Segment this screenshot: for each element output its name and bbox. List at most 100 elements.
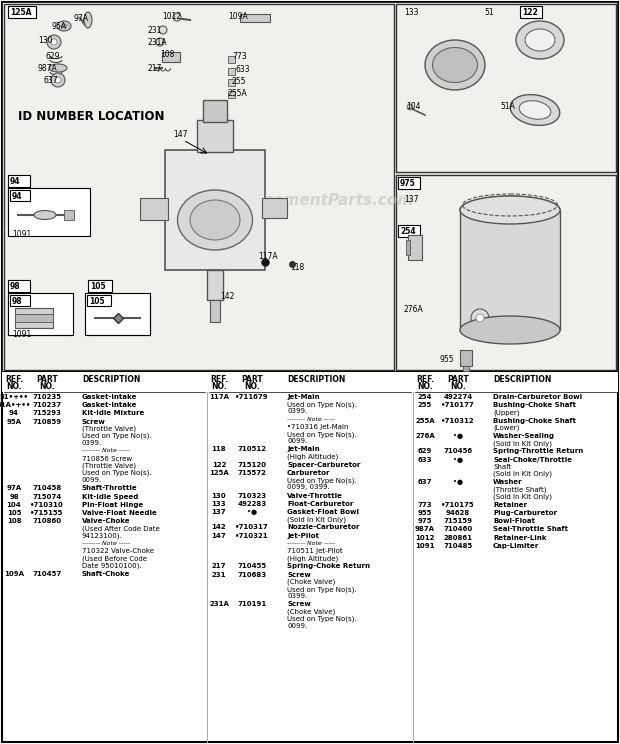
Text: 51A•+••: 51A•+•• <box>0 403 31 408</box>
Text: Valve-Throttle: Valve-Throttle <box>287 493 343 498</box>
Text: •710175: •710175 <box>441 501 475 508</box>
Text: 147: 147 <box>173 130 187 139</box>
Text: (Sold In Kit Only): (Sold In Kit Only) <box>493 493 552 500</box>
Text: Drain-Carburetor Bowl: Drain-Carburetor Bowl <box>493 394 582 400</box>
Text: NO.: NO. <box>450 382 466 391</box>
Bar <box>240 14 270 22</box>
Text: 633: 633 <box>236 65 250 74</box>
Bar <box>406 240 410 255</box>
Text: Retainer: Retainer <box>493 501 527 508</box>
Text: 51: 51 <box>484 8 494 17</box>
Text: Jet-Pilot: Jet-Pilot <box>287 533 319 539</box>
Text: Gasket-Float Bowl: Gasket-Float Bowl <box>287 509 359 515</box>
Ellipse shape <box>516 21 564 59</box>
Text: REF.: REF. <box>5 375 23 384</box>
Text: Valve-Choke: Valve-Choke <box>82 519 131 525</box>
Ellipse shape <box>425 40 485 90</box>
Text: NO.: NO. <box>6 382 22 391</box>
Text: •715155: •715155 <box>30 510 64 516</box>
Text: 710322 Valve-Choke: 710322 Valve-Choke <box>82 548 154 554</box>
Text: 133: 133 <box>404 8 418 17</box>
Text: DESCRIPTION: DESCRIPTION <box>493 375 551 384</box>
Text: Float-Carburetor: Float-Carburetor <box>287 501 353 507</box>
Text: Washer: Washer <box>493 479 523 485</box>
Text: 231: 231 <box>148 26 162 35</box>
Bar <box>408 235 422 260</box>
Text: 710511 Jet-Pilot: 710511 Jet-Pilot <box>287 548 343 554</box>
Text: 108: 108 <box>7 519 21 525</box>
Bar <box>8 280 30 292</box>
Text: •710312: •710312 <box>441 417 475 423</box>
Text: 255A: 255A <box>228 89 248 98</box>
Ellipse shape <box>177 190 252 250</box>
Text: 710856 Screw: 710856 Screw <box>82 455 132 461</box>
Text: Used on Type No(s).: Used on Type No(s). <box>287 616 356 622</box>
Text: Nozzle-Carburetor: Nozzle-Carburetor <box>287 525 360 530</box>
Text: 492274: 492274 <box>443 394 472 400</box>
Text: 122: 122 <box>212 462 226 468</box>
Bar <box>8 6 36 18</box>
Bar <box>228 91 235 98</box>
Text: 254: 254 <box>418 394 432 400</box>
Text: 710456: 710456 <box>443 449 472 455</box>
Text: 51A: 51A <box>500 102 515 111</box>
Text: 109A: 109A <box>228 12 248 21</box>
Circle shape <box>159 26 167 34</box>
Text: (Throttle Valve): (Throttle Valve) <box>82 426 136 432</box>
Text: Kit-Idle Speed: Kit-Idle Speed <box>82 493 138 500</box>
Text: eReplacementParts.com: eReplacementParts.com <box>206 193 414 208</box>
Text: •710310: •710310 <box>30 501 64 508</box>
Text: 975: 975 <box>400 179 416 188</box>
Text: 710859: 710859 <box>32 419 61 425</box>
Text: 0399.: 0399. <box>287 593 308 599</box>
Text: Seal-Choke/Throttle: Seal-Choke/Throttle <box>493 457 572 463</box>
Text: Used on Type No(s).: Used on Type No(s). <box>287 431 356 437</box>
Text: 254: 254 <box>400 227 415 236</box>
Text: Jet-Main: Jet-Main <box>287 394 320 400</box>
Text: •710177: •710177 <box>441 403 475 408</box>
Text: 715572: 715572 <box>237 470 267 476</box>
Text: 94628: 94628 <box>446 510 470 516</box>
Text: 130: 130 <box>38 36 53 45</box>
Text: 217: 217 <box>212 563 226 569</box>
Text: Spring-Throttle Return: Spring-Throttle Return <box>493 449 583 455</box>
Text: 117A: 117A <box>209 394 229 400</box>
Bar <box>207 372 413 392</box>
Ellipse shape <box>84 12 92 28</box>
Text: Spacer-Carburetor: Spacer-Carburetor <box>287 462 360 468</box>
Text: Retainer-Link: Retainer-Link <box>493 535 546 541</box>
Circle shape <box>471 309 489 327</box>
Bar <box>8 188 90 236</box>
Bar <box>228 68 235 75</box>
Text: 104: 104 <box>406 102 420 111</box>
Text: 1091: 1091 <box>415 543 435 549</box>
Bar <box>203 100 227 122</box>
Text: 710485: 710485 <box>443 543 472 549</box>
Bar <box>262 198 287 218</box>
Text: NO.: NO. <box>39 382 55 391</box>
Circle shape <box>156 38 164 46</box>
Text: 118: 118 <box>290 263 304 272</box>
Text: NO.: NO. <box>244 382 260 391</box>
Text: 710191: 710191 <box>237 601 267 607</box>
Text: 1091: 1091 <box>12 230 31 239</box>
Bar <box>396 175 616 370</box>
Text: 133: 133 <box>211 501 226 507</box>
Text: Carburetor: Carburetor <box>287 470 330 476</box>
Text: (High Altitude): (High Altitude) <box>287 454 339 460</box>
Text: 98: 98 <box>10 282 20 291</box>
Ellipse shape <box>460 316 560 344</box>
Text: 987A: 987A <box>38 64 58 73</box>
Ellipse shape <box>61 24 67 28</box>
Text: 105: 105 <box>7 510 21 516</box>
Text: 0099.: 0099. <box>82 477 102 483</box>
Text: 95A: 95A <box>52 22 67 31</box>
Ellipse shape <box>519 100 551 119</box>
Circle shape <box>51 73 65 87</box>
Text: (Sold In Kit Only): (Sold In Kit Only) <box>287 516 346 523</box>
Circle shape <box>55 77 61 83</box>
Text: 94: 94 <box>9 411 19 417</box>
Bar <box>228 56 235 63</box>
Bar <box>463 366 469 371</box>
Text: 1012: 1012 <box>415 535 435 541</box>
